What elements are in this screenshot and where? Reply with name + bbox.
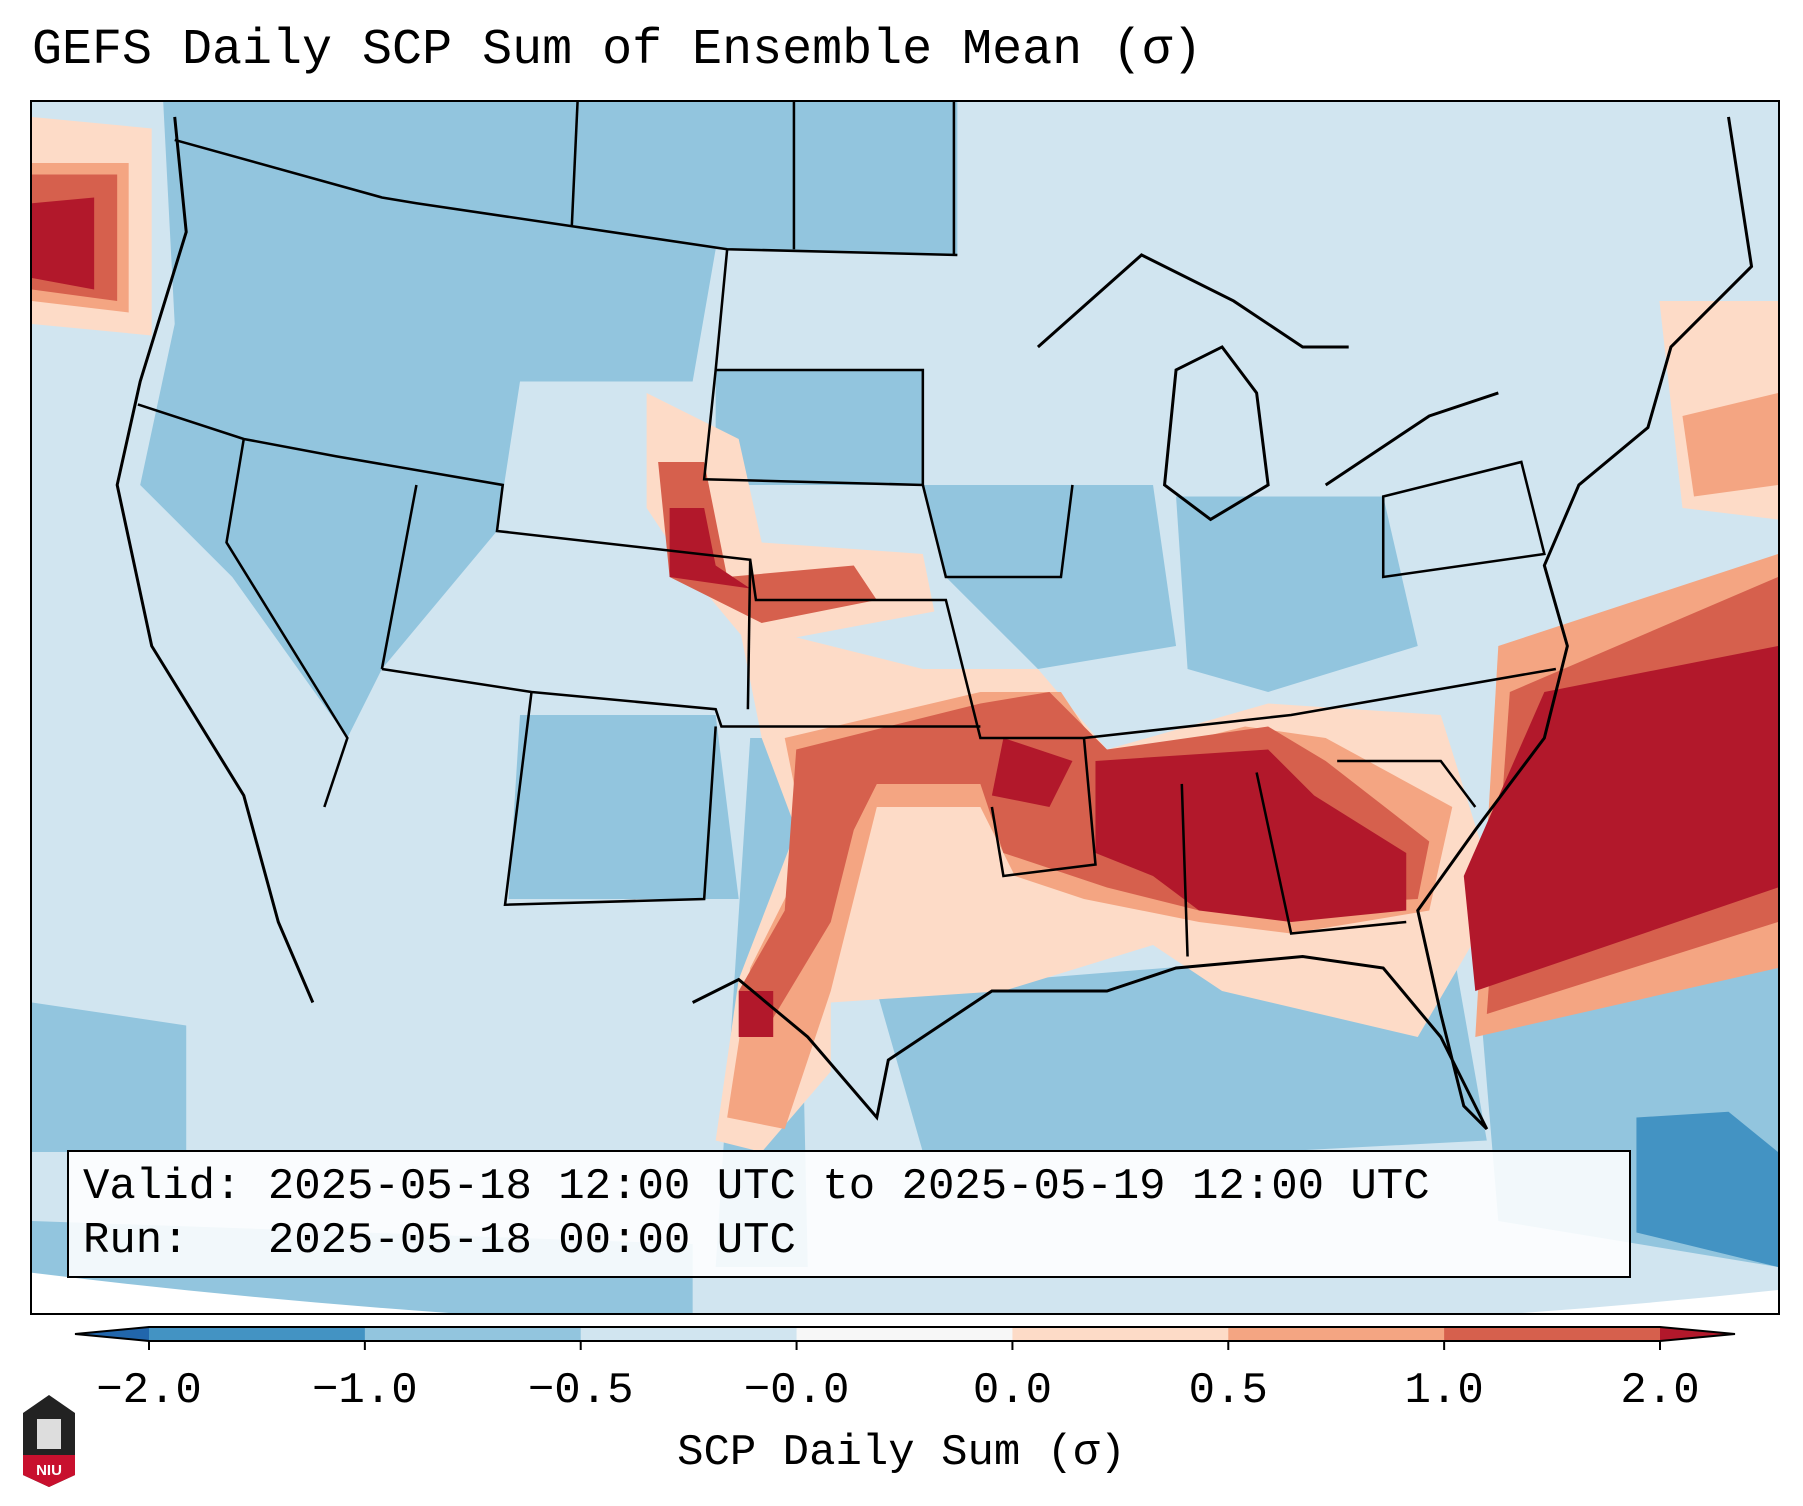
border-line	[1381, 460, 1546, 579]
colorbar-segment	[364, 1327, 582, 1341]
logo-building	[37, 1419, 61, 1449]
colorbar-segment	[1228, 1327, 1445, 1341]
well-below-normal-areas	[1636, 1111, 1778, 1267]
cell-region	[669, 507, 751, 589]
colorbar-segment	[149, 1327, 366, 1341]
cell-region	[1463, 645, 1778, 991]
great-lakes-line	[1036, 253, 1349, 349]
cell-region	[738, 990, 774, 1037]
border-line	[225, 438, 349, 808]
great-lakes-line	[1324, 391, 1499, 487]
coast-line	[115, 116, 315, 1004]
validity-info-box: Valid: 2025-05-18 12:00 UTC to 2025-05-1…	[67, 1150, 1631, 1278]
extreme-above-normal-areas	[32, 197, 1778, 1037]
cell-region	[32, 197, 95, 290]
cell-region	[1636, 1111, 1778, 1267]
colorbar-tick-label: −0.5	[527, 1366, 634, 1416]
colorbar-segment	[580, 1327, 798, 1341]
svg-text:NIU: NIU	[36, 1462, 62, 1479]
colorbar-tick-label: 2.0	[1620, 1366, 1700, 1416]
colorbar-tick-label: −1.0	[312, 1366, 418, 1416]
great-lakes-line	[1162, 345, 1270, 522]
colorbar-tick-label: 1.0	[1404, 1366, 1484, 1416]
state-borders	[137, 102, 1557, 957]
cell-region	[715, 369, 923, 485]
border-line	[702, 249, 925, 487]
chart-title: GEFS Daily SCP Sum of Ensemble Mean (σ)	[32, 22, 1203, 79]
valid-time-text: Valid: 2025-05-18 12:00 UTC to 2025-05-1…	[83, 1162, 1430, 1212]
colorbar-segment	[1012, 1327, 1229, 1341]
cell-region	[1682, 392, 1778, 497]
colorbar-tick-label: 0.0	[972, 1366, 1053, 1416]
border-line	[1337, 759, 1477, 808]
cell-region	[1095, 749, 1407, 922]
colorbar-segment	[1444, 1327, 1661, 1341]
colorbar-tick-label: −0.0	[743, 1366, 850, 1416]
border-line	[746, 559, 752, 710]
border-line	[570, 102, 579, 227]
coast-line	[691, 116, 1754, 1131]
cell-region	[140, 102, 958, 738]
outside-domain	[32, 1272, 1778, 1313]
border-line	[990, 737, 1097, 878]
border-line	[380, 484, 418, 670]
colorbar-label: SCP Daily Sum (σ)	[677, 1428, 1126, 1478]
coastlines	[115, 116, 1754, 1131]
border-line	[1180, 772, 1407, 957]
border-line	[137, 403, 1557, 740]
colorbar	[74, 1326, 1736, 1350]
niu-logo: NIU	[23, 1395, 75, 1487]
cell-region	[32, 1002, 187, 1152]
border-line	[174, 138, 958, 257]
map-panel	[30, 100, 1780, 1315]
cell-region	[1176, 496, 1418, 692]
border-line	[381, 667, 981, 728]
border-line	[503, 691, 717, 907]
heatmap-map	[32, 102, 1778, 1313]
colorbar-segment	[796, 1327, 1013, 1341]
border-line	[921, 484, 1074, 579]
colorbar-over-arrow	[1660, 1327, 1735, 1341]
colorbar-under-arrow	[75, 1327, 149, 1341]
colorbar-tick-label: 0.5	[1188, 1366, 1268, 1416]
run-time-text: Run: 2025-05-18 00:00 UTC	[83, 1216, 796, 1266]
logo-red-band	[23, 1455, 75, 1487]
cell-region	[508, 714, 739, 899]
colorbar-tick-label: −2.0	[96, 1366, 202, 1416]
cell-region	[991, 737, 1073, 807]
